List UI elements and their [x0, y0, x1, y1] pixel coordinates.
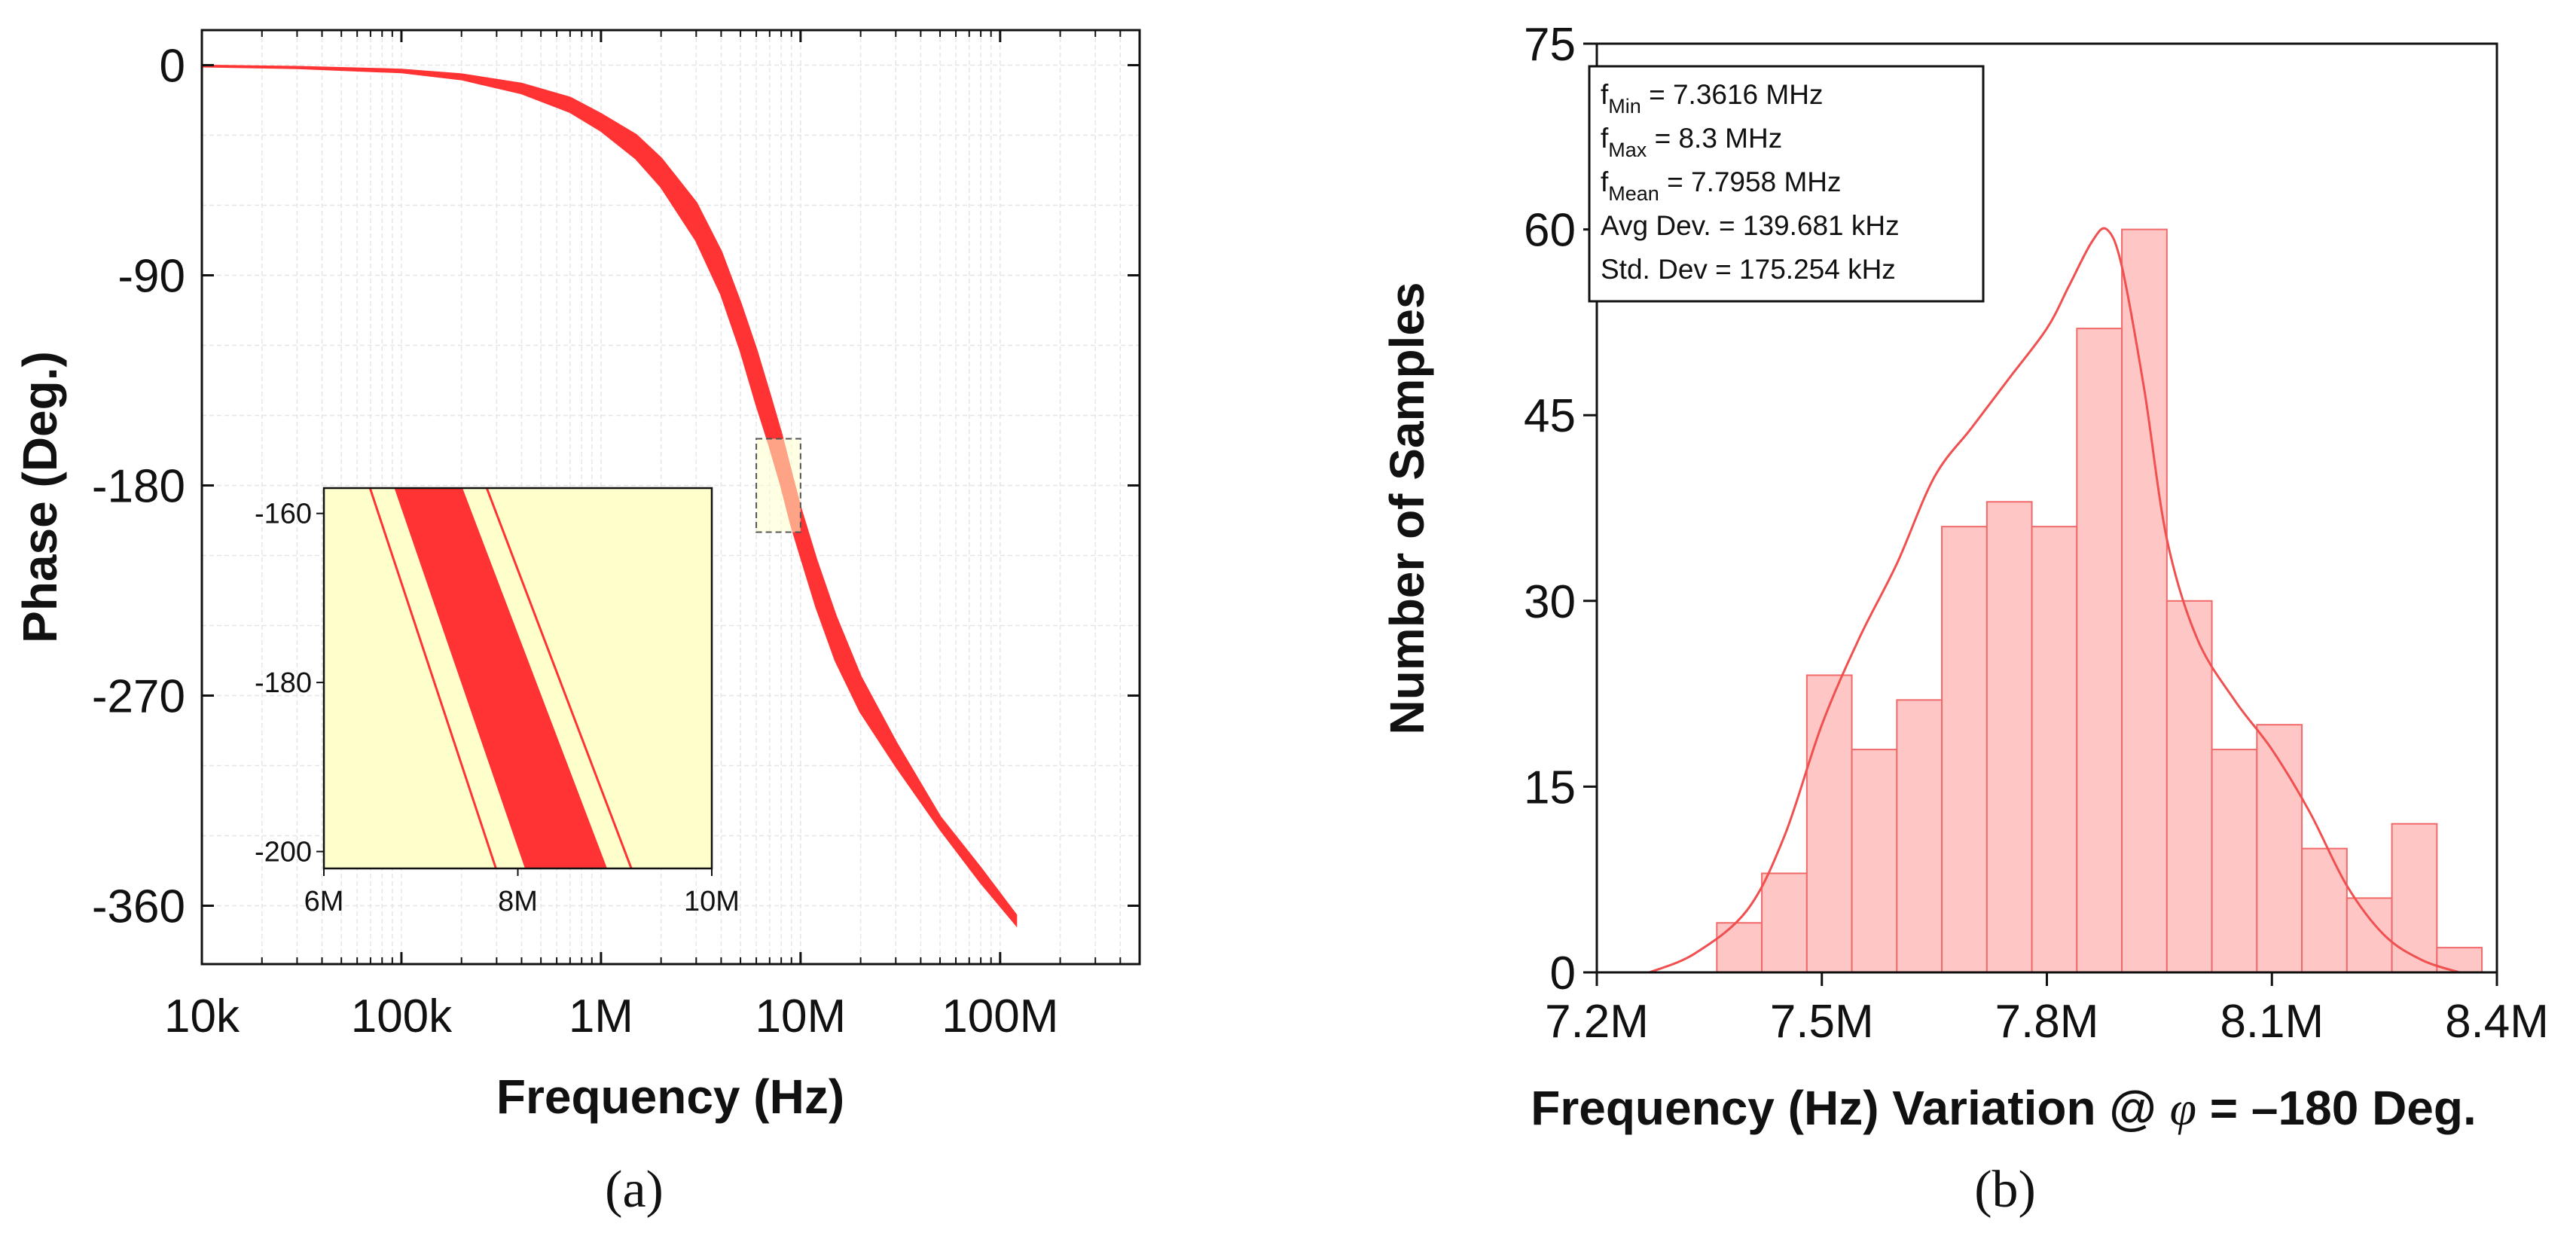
inset-band: [394, 488, 608, 868]
panel-a-x-axis-title: Frequency (Hz): [496, 1070, 844, 1124]
panel-a-y-ticks: 0 -90 -180 -270 -360: [92, 41, 1140, 933]
x-tick-label: 8.1M: [2220, 996, 2324, 1048]
inset-x-tick-label: 10M: [684, 886, 740, 917]
y-tick-label: 0: [1550, 948, 1576, 1000]
x-tick-label: 8.4M: [2445, 996, 2549, 1048]
inset-outlier-line: [368, 488, 498, 868]
panel-b-y-ticks: 0 15 30 45 60 75: [1524, 19, 1597, 1000]
x-title-phi: φ: [2170, 1082, 2196, 1135]
panel-b-caption: (b): [1974, 1161, 2036, 1219]
panel-b-kde-curve: [1649, 227, 2460, 974]
panel-b-x-axis-title: Frequency (Hz) Variation @ φ = –180 Deg.: [1531, 1081, 2477, 1135]
histogram-bar: [2211, 749, 2258, 974]
histogram-bar: [2165, 600, 2213, 973]
inset-x-tick-label: 6M: [304, 886, 344, 917]
histogram-bar: [1985, 501, 2033, 973]
panel-a-highlight-box: [755, 438, 801, 533]
x-tick-label: 100k: [351, 990, 453, 1042]
panel-a-caption: (a): [605, 1161, 664, 1219]
histogram-bar: [2031, 526, 2078, 973]
x-tick-label: 7.2M: [1545, 996, 1649, 1048]
y-tick-label: -270: [92, 671, 185, 723]
panel-b: 7.2M 7.5M 7.8M 8.1M 8.4M 0 15 30 45 60 75 fMin = …: [1380, 19, 2549, 1219]
x-tick-label: 100M: [942, 990, 1058, 1042]
histogram-bar: [2076, 328, 2123, 973]
histogram-bar: [1941, 526, 1988, 973]
inset-y-tick-label: -160: [255, 499, 312, 530]
inset-y-tick-label: -180: [255, 667, 312, 699]
panel-a-plot-frame: [200, 29, 1141, 966]
panel-b-bars: [1716, 228, 2483, 974]
inset-outlier-line: [485, 488, 633, 868]
histogram-bar: [1805, 674, 1853, 973]
x-tick-label: 7.8M: [1995, 996, 2099, 1048]
stats-line: Avg Dev. = 139.681 kHz: [1601, 210, 1900, 241]
panel-b-x-ticks: 7.2M 7.5M 7.8M 8.1M 8.4M: [1545, 972, 2549, 1048]
panel-a-phase-band: [202, 64, 1018, 928]
inset-y-tick-label: -200: [255, 837, 312, 868]
y-tick-label: 45: [1524, 390, 1576, 442]
inset-x-tick-label: 8M: [498, 886, 538, 917]
x-title-part-2: = –180 Deg.: [2196, 1081, 2477, 1135]
y-tick-label: 60: [1524, 205, 1576, 257]
x-tick-label: 10M: [755, 990, 847, 1042]
stats-box-frame: [1588, 65, 1985, 303]
y-tick-label: -360: [92, 881, 185, 933]
panel-a: 10k 100k 1M 10M 100M 0-90-180-270-360 6M 8M 10…: [13, 29, 1141, 1219]
y-tick-label: 15: [1524, 761, 1576, 813]
y-tick-label: 75: [1524, 19, 1576, 71]
panel-b-y-axis-title: Number of Samples: [1380, 282, 1434, 734]
histogram-bar: [2391, 823, 2438, 973]
stats-line: fMean = 7.7958 MHz: [1601, 166, 1841, 205]
histogram-bar: [1851, 749, 1898, 974]
x-title-part-1: Frequency (Hz) Variation @: [1531, 1081, 2169, 1135]
stats-box: fMin = 7.3616 MHz fMax = 8.3 MHz fMean = 7…: [1588, 65, 1985, 303]
panel-a-inset: 6M 8M 10M -160 -180 -200: [255, 487, 740, 917]
y-tick-label: -90: [118, 251, 185, 303]
x-tick-label: 7.5M: [1770, 996, 1874, 1048]
y-tick-label: -180: [92, 461, 185, 513]
y-tick-label: 30: [1524, 576, 1576, 628]
y-tick-label: 0: [160, 41, 185, 93]
x-tick-label: 10k: [164, 990, 240, 1042]
x-tick-label: 1M: [569, 990, 633, 1042]
panel-a-y-axis-title: Phase (Deg.): [13, 351, 67, 643]
histogram-bar: [1896, 699, 1943, 973]
histogram-bar: [1716, 922, 1763, 973]
stats-line: fMin = 7.3616 MHz: [1601, 79, 1823, 118]
histogram-bar: [2121, 228, 2168, 974]
stats-line: fMax = 8.3 MHz: [1601, 123, 1782, 161]
panel-a-x-ticks: 10k 100k 1M 10M 100M: [164, 30, 1140, 1042]
histogram-bar: [1761, 872, 1808, 973]
histogram-bar: [2301, 847, 2348, 973]
stats-line: Std. Dev = 175.254 kHz: [1601, 254, 1896, 285]
